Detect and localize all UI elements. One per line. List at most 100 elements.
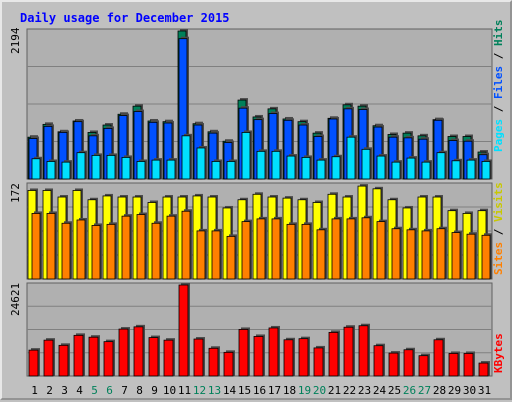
bar-sites-10 xyxy=(166,215,176,280)
bar-sites-22 xyxy=(346,218,356,280)
legend-separator: / xyxy=(492,99,505,119)
bar-sites-28 xyxy=(436,228,446,280)
bar-pages-13 xyxy=(211,161,221,180)
bar-kbytes-22 xyxy=(343,326,354,377)
bar-pages-28 xyxy=(436,152,446,180)
legend-top: Pages / Files / Hits xyxy=(492,20,505,153)
bar-pages-29 xyxy=(451,160,461,180)
x-tick-label-2: 2 xyxy=(46,384,53,397)
bar-kbytes-26 xyxy=(403,349,414,377)
x-tick-label-13: 13 xyxy=(208,384,221,397)
x-tick-label-25: 25 xyxy=(388,384,401,397)
legend-entry-visits: Visits xyxy=(492,182,505,222)
bar-pages-22 xyxy=(346,136,356,180)
bar-kbytes-19 xyxy=(298,338,309,377)
bar-sites-30 xyxy=(466,233,476,280)
bar-pages-23 xyxy=(361,148,371,180)
x-tick-label-14: 14 xyxy=(223,384,237,397)
legend-entry-sites: Sites xyxy=(492,242,505,275)
bar-kbytes-10 xyxy=(163,339,174,377)
x-tick-label-10: 10 xyxy=(163,384,176,397)
bar-pages-3 xyxy=(61,161,71,180)
bar-kbytes-12 xyxy=(193,338,204,377)
bar-pages-15 xyxy=(241,132,251,180)
bar-sites-18 xyxy=(286,223,296,280)
bar-sites-24 xyxy=(376,221,386,280)
x-tick-label-8: 8 xyxy=(136,384,143,397)
x-tick-label-5: 5 xyxy=(91,384,98,397)
bar-sites-27 xyxy=(421,230,431,280)
bar-pages-26 xyxy=(406,157,416,180)
bar-pages-2 xyxy=(46,161,56,180)
bar-pages-24 xyxy=(376,155,386,180)
legend-entry-kbytes: KBytes xyxy=(492,333,505,373)
bar-kbytes-24 xyxy=(373,345,384,377)
bar-sites-12 xyxy=(196,230,206,280)
bar-kbytes-18 xyxy=(283,339,294,377)
bar-kbytes-11 xyxy=(178,284,189,377)
x-tick-label-7: 7 xyxy=(121,384,128,397)
x-tick-label-11: 11 xyxy=(178,384,191,397)
x-tick-label-4: 4 xyxy=(76,384,83,397)
y-tick-top: 2194 xyxy=(9,27,22,54)
bar-kbytes-14 xyxy=(223,351,234,377)
y-tick-bottom: 24621 xyxy=(9,283,22,316)
bar-sites-16 xyxy=(256,218,266,280)
bar-pages-10 xyxy=(166,159,176,180)
bar-kbytes-15 xyxy=(238,329,249,377)
x-tick-label-9: 9 xyxy=(151,384,158,397)
bar-sites-17 xyxy=(271,218,281,280)
bar-kbytes-20 xyxy=(313,347,324,377)
legend-middle: Sites / Visits xyxy=(492,182,505,275)
bar-pages-25 xyxy=(391,161,401,180)
bar-sites-29 xyxy=(451,232,461,280)
bar-pages-20 xyxy=(316,159,326,180)
bar-sites-6 xyxy=(106,223,116,280)
bar-sites-13 xyxy=(211,230,221,280)
bar-kbytes-5 xyxy=(88,336,99,377)
bar-kbytes-29 xyxy=(448,353,459,377)
x-tick-label-12: 12 xyxy=(193,384,206,397)
legend-entry-hits: Hits xyxy=(492,20,505,47)
bar-kbytes-3 xyxy=(58,344,69,377)
x-tick-label-24: 24 xyxy=(373,384,387,397)
bar-kbytes-27 xyxy=(418,355,429,377)
bar-sites-14 xyxy=(226,235,236,280)
bar-pages-7 xyxy=(121,157,131,180)
x-tick-label-23: 23 xyxy=(358,384,371,397)
bar-kbytes-7 xyxy=(118,328,129,377)
bar-pages-18 xyxy=(286,155,296,180)
bar-kbytes-6 xyxy=(103,341,114,377)
x-tick-label-3: 3 xyxy=(61,384,68,397)
x-tick-label-18: 18 xyxy=(283,384,296,397)
bar-kbytes-25 xyxy=(388,352,399,377)
bar-pages-31 xyxy=(481,161,491,180)
x-tick-label-6: 6 xyxy=(106,384,113,397)
bar-pages-30 xyxy=(466,159,476,180)
bar-pages-5 xyxy=(91,154,101,180)
x-tick-label-22: 22 xyxy=(343,384,356,397)
bar-pages-27 xyxy=(421,161,431,180)
bar-sites-8 xyxy=(136,214,146,280)
legend-separator: / xyxy=(492,46,505,66)
bar-sites-31 xyxy=(481,234,491,280)
bar-sites-20 xyxy=(316,229,326,280)
x-tick-label-28: 28 xyxy=(433,384,446,397)
bar-pages-14 xyxy=(226,161,236,180)
bar-kbytes-21 xyxy=(328,331,339,377)
x-tick-label-26: 26 xyxy=(403,384,416,397)
chart-title: Daily usage for December 2015 xyxy=(20,11,230,25)
legend-entry-files: Files xyxy=(492,66,505,99)
bar-sites-9 xyxy=(151,222,161,280)
bar-pages-16 xyxy=(256,150,266,180)
bar-kbytes-8 xyxy=(133,326,144,377)
bar-kbytes-16 xyxy=(253,336,264,377)
x-tick-label-31: 31 xyxy=(478,384,491,397)
bar-sites-23 xyxy=(361,217,371,280)
legend-entry-pages: Pages xyxy=(492,119,505,152)
x-tick-label-15: 15 xyxy=(238,384,251,397)
bar-sites-5 xyxy=(91,225,101,280)
bar-sites-1 xyxy=(31,213,41,280)
bar-kbytes-4 xyxy=(73,334,84,377)
x-tick-label-17: 17 xyxy=(268,384,281,397)
